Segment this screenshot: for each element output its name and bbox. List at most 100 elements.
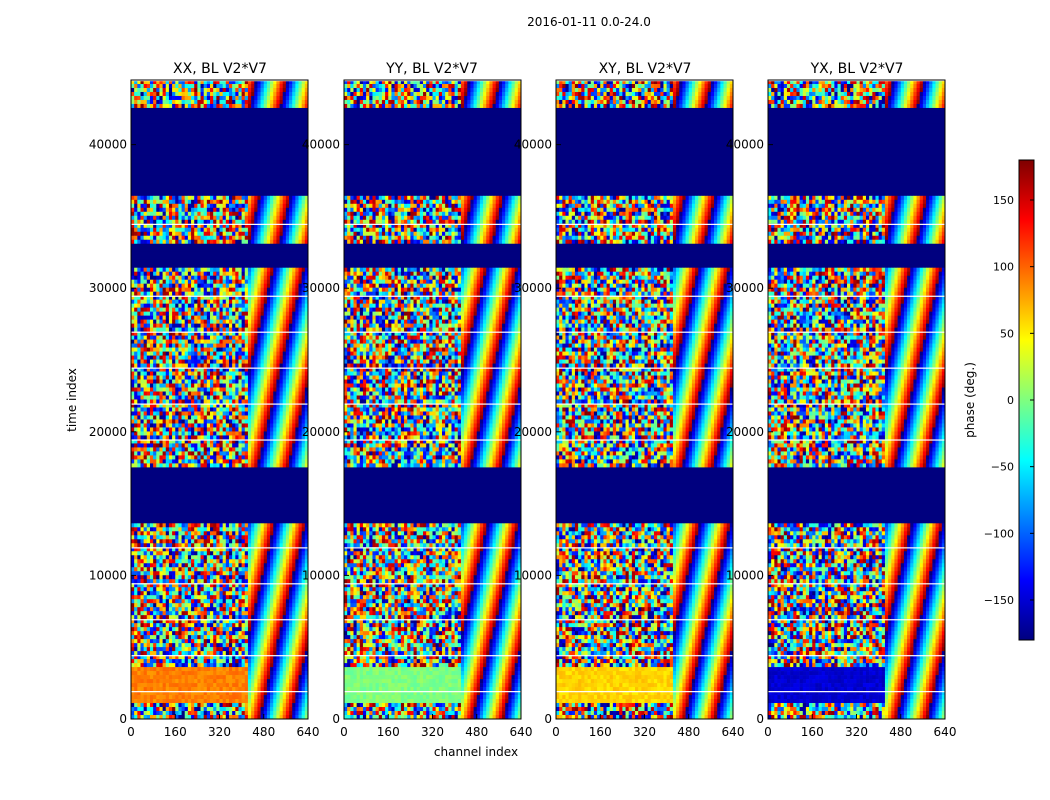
heatmap-cell (131, 443, 135, 448)
heatmap-cell (273, 563, 277, 568)
heatmap-cell (131, 523, 135, 528)
heatmap-cell (216, 535, 220, 540)
heatmap-cell (225, 351, 230, 356)
flagged-row (131, 147, 308, 153)
flagged-row (131, 135, 308, 141)
heatmap-cell (172, 387, 176, 392)
heatmap-cell (213, 307, 217, 312)
heatmap-cell (184, 223, 189, 229)
heatmap-cell (219, 203, 223, 209)
heatmap-cell (159, 391, 163, 396)
heatmap-cell (285, 315, 290, 320)
heatmap-cell (146, 443, 151, 448)
heatmap-cell (285, 211, 290, 217)
heatmap-cell (200, 551, 204, 556)
heatmap-cell (153, 383, 157, 388)
heatmap-cell (131, 591, 135, 596)
heatmap-cell (285, 579, 290, 584)
heatmap-cell (175, 331, 179, 336)
heatmap-cell (153, 559, 157, 564)
heatmap-cell (257, 203, 261, 209)
heatmap-cell (156, 347, 160, 352)
heatmap-cell (254, 267, 258, 272)
heatmap-cell (213, 211, 217, 217)
heatmap-cell (292, 555, 296, 560)
heatmap-cell (247, 207, 252, 213)
heatmap-cell (285, 555, 290, 560)
heatmap-cell (146, 83, 151, 89)
heatmap-cell (238, 275, 242, 280)
heatmap-cell (137, 419, 141, 424)
flagged-row (131, 175, 308, 181)
heatmap-cell (244, 367, 249, 372)
heatmap-cell (191, 395, 195, 400)
heatmap-cell (225, 559, 230, 564)
heatmap-cell (178, 335, 182, 340)
heatmap-cell (178, 267, 182, 272)
heatmap-cell (203, 351, 208, 356)
heatmap-cell (206, 227, 211, 233)
heatmap-cell (282, 347, 287, 352)
heatmap-cell (181, 87, 186, 93)
row-gap (131, 403, 308, 405)
heatmap-cell (131, 415, 135, 420)
heatmap-cell (162, 291, 167, 296)
heatmap-cell (270, 363, 274, 368)
heatmap-cell (181, 199, 186, 205)
heatmap-cell (178, 311, 182, 316)
heatmap-cell (172, 535, 176, 540)
heatmap-cell (219, 575, 223, 580)
heatmap-cell (187, 423, 192, 428)
heatmap-cell (181, 395, 186, 400)
heatmap-cell (232, 579, 236, 584)
heatmap-cell (134, 295, 138, 300)
heatmap-cell (241, 371, 246, 376)
heatmap-cell (146, 555, 151, 560)
heatmap-cell (191, 223, 195, 229)
heatmap-cell (162, 319, 167, 324)
heatmap-cell (165, 579, 170, 584)
flagged-row (131, 123, 308, 129)
heatmap-cell (143, 311, 148, 316)
heatmap-cell (225, 347, 230, 352)
heatmap-cell (175, 211, 179, 217)
heatmap-cell (301, 83, 306, 89)
heatmap-cell (241, 103, 246, 109)
heatmap-cell (140, 323, 144, 328)
heatmap-cell (175, 347, 179, 352)
heatmap-cell (187, 419, 192, 424)
heatmap-cell (241, 343, 246, 348)
heatmap-cell (257, 363, 261, 368)
heatmap-cell (153, 371, 157, 376)
heatmap-cell (200, 219, 204, 225)
heatmap-cell (134, 283, 138, 288)
heatmap-cell (168, 215, 173, 221)
heatmap-cell (216, 103, 220, 109)
heatmap-cell (222, 367, 227, 372)
heatmap-cell (137, 463, 141, 468)
heatmap-cell (241, 355, 246, 360)
heatmap-cell (194, 195, 198, 201)
heatmap-cell (225, 207, 230, 213)
heatmap-cell (162, 355, 167, 360)
heatmap-cell (140, 235, 144, 241)
heatmap-cell (146, 599, 151, 604)
heatmap-cell (210, 463, 214, 468)
heatmap-cell (216, 367, 220, 372)
heatmap-cell (251, 275, 255, 280)
heatmap-cell (266, 579, 271, 584)
heatmap-cell (273, 419, 277, 424)
heatmap-cell (131, 435, 135, 440)
heatmap-cell (206, 427, 211, 432)
heatmap-cell (210, 439, 214, 444)
heatmap-cell (134, 279, 138, 284)
heatmap-cell (276, 239, 280, 245)
heatmap-cell (254, 363, 258, 368)
heatmap-cell (210, 383, 214, 388)
heatmap-cell (292, 319, 296, 324)
heatmap-cell (298, 587, 302, 592)
heatmap-cell (178, 379, 182, 384)
heatmap-cell (225, 287, 230, 292)
heatmap-cell (282, 199, 287, 205)
heatmap-cell (276, 531, 280, 536)
